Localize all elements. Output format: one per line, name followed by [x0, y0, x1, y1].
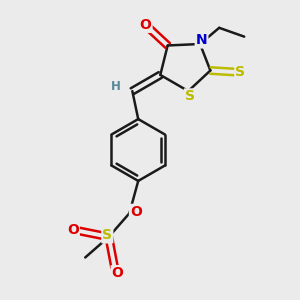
Text: O: O	[130, 205, 142, 219]
Text: O: O	[140, 18, 152, 32]
Text: S: S	[185, 89, 195, 103]
Text: S: S	[102, 228, 112, 242]
Text: O: O	[112, 266, 124, 280]
Text: H: H	[111, 80, 121, 93]
Text: S: S	[236, 65, 245, 79]
Text: O: O	[67, 223, 79, 236]
Text: N: N	[196, 34, 207, 47]
